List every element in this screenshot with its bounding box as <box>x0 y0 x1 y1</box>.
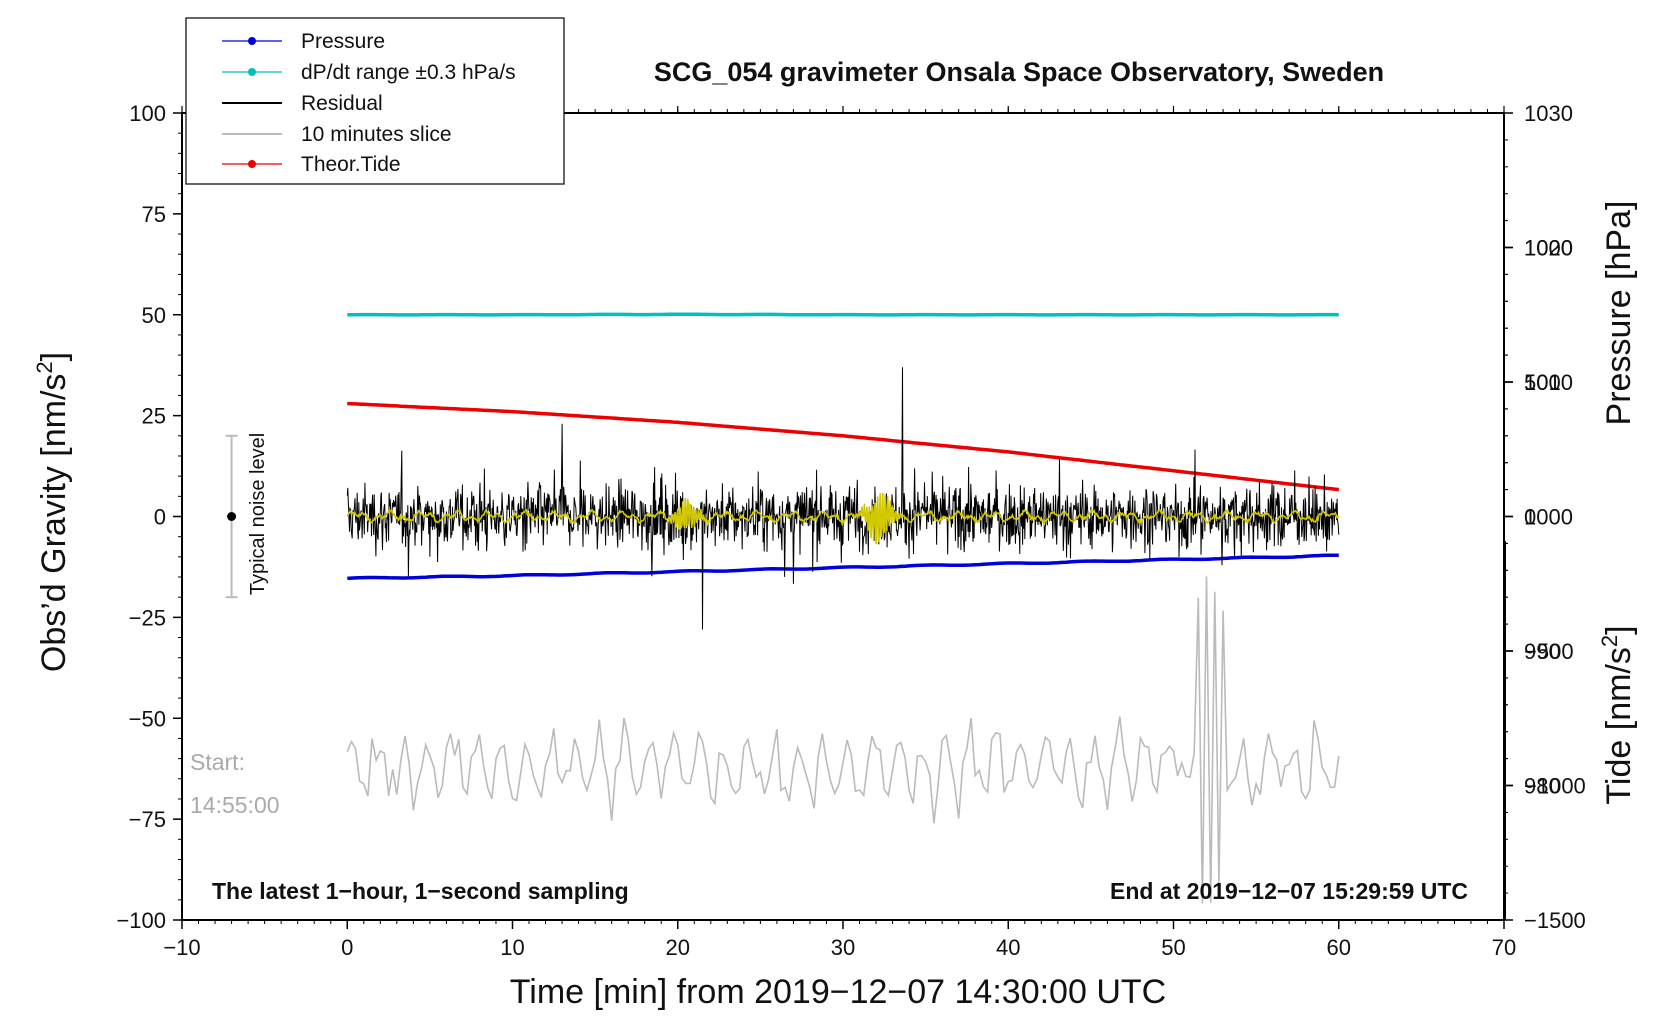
left-axis-title-main: Obs’d Gravity [nm/s <box>35 374 73 673</box>
latest-hour-annotation: The latest 1−hour, 1−second sampling <box>212 878 629 904</box>
pressure-tick-label-2: 1000 <box>1524 505 1573 530</box>
y-tick-label-8: 100 <box>129 101 166 126</box>
pressure-tick-label-0: 980 <box>1524 774 1561 799</box>
series-10min-slice-line <box>346 576 1340 904</box>
series-residual-smoothed-line <box>346 492 1340 545</box>
pressure-tick-label-4: 1020 <box>1524 236 1573 261</box>
pressure-tick-label-3: 1010 <box>1524 370 1573 395</box>
x-tick-label-1: 0 <box>341 935 353 960</box>
tide-axis-title-sup: 2 <box>1597 635 1622 647</box>
pressure-tick-label-1: 990 <box>1524 639 1561 664</box>
left-axis-title-end: ] <box>35 352 73 361</box>
series-dpdt-line <box>347 312 1339 317</box>
legend-item-tide: Theor.Tide <box>222 153 401 176</box>
tide-axis-title-main: Tide [nm/s <box>1600 647 1638 804</box>
left-axis-title-sup: 2 <box>32 361 57 373</box>
tide-tick-label-0: −1500 <box>1524 908 1586 933</box>
x-tick-label-2: 10 <box>500 935 524 960</box>
legend-item-dpdt: dP/dt range ±0.3 hPa/s <box>222 61 516 84</box>
y-tick-label-4: 0 <box>154 505 166 530</box>
y-tick-label-3: −25 <box>129 605 166 630</box>
pressure-tick-label-5: 1030 <box>1524 101 1573 126</box>
axis-layer: −10 0 10 20 30 40 50 60 70−100−75−50−25025507510… <box>116 101 1585 960</box>
start-time: 14:55:00 <box>190 792 280 818</box>
y-tick-label-2: −50 <box>129 706 166 731</box>
series-residual-line <box>346 367 1340 630</box>
x-tick-label-6: 50 <box>1161 935 1185 960</box>
x-tick-label-8: 70 <box>1492 935 1516 960</box>
noise-level-label: Typical noise level <box>247 433 269 595</box>
x-tick-label-0: −10 <box>163 935 200 960</box>
x-tick-label-7: 60 <box>1327 935 1351 960</box>
noise-level-indicator: Typical noise level <box>225 433 269 599</box>
series-layer <box>346 312 1340 904</box>
tide-tick-label-5: 1000 <box>1524 236 1573 261</box>
noise-level-center-dot <box>227 512 237 521</box>
left-axis-title: Obs’d Gravity [nm/s2] <box>32 352 73 672</box>
x-tick-label-3: 20 <box>666 935 690 960</box>
y-tick-label-0: −100 <box>116 908 166 933</box>
legend-item-pressure: Pressure <box>222 30 385 53</box>
y-tick-label-1: −75 <box>129 807 166 832</box>
legend-marker-pressure <box>248 37 256 45</box>
y-tick-label-6: 50 <box>142 303 166 328</box>
legend-label-dpdt: dP/dt range ±0.3 hPa/s <box>301 61 516 84</box>
x-axis-title: Time [min] from 2019−12−07 14:30:00 UTC <box>510 973 1166 1011</box>
legend-label-tide: Theor.Tide <box>301 153 401 176</box>
pressure-axis-title: Pressure [hPa] <box>1600 201 1638 426</box>
legend-label-pressure: Pressure <box>301 30 385 53</box>
legend-label-slice: 10 minutes slice <box>301 123 452 146</box>
tide-tick-label-3: 0 <box>1524 505 1536 530</box>
tide-axis-title: Tide [nm/s2] <box>1597 625 1638 804</box>
legend-item-residual: Residual <box>222 92 383 115</box>
legend-label-residual: Residual <box>301 92 383 115</box>
y-tick-label-5: 25 <box>142 404 166 429</box>
start-label: Start: <box>190 749 245 775</box>
legend: Pressure dP/dt range ±0.3 hPa/s Residual… <box>185 17 565 185</box>
x-tick-label-5: 40 <box>996 935 1020 960</box>
tide-tick-label-1: −1000 <box>1524 774 1586 799</box>
series-tide-line <box>347 401 1340 492</box>
legend-marker-dpdt <box>248 68 256 76</box>
y-tick-label-7: 75 <box>142 202 166 227</box>
x-tick-label-4: 30 <box>831 935 855 960</box>
series-pressure-line <box>347 553 1339 581</box>
chart-title: SCG_054 gravimeter Onsala Space Observat… <box>654 57 1384 87</box>
legend-marker-tide <box>248 160 256 168</box>
legend-item-slice: 10 minutes slice <box>222 123 452 146</box>
tide-tick-label-4: 500 <box>1524 370 1561 395</box>
legend-box <box>185 17 565 185</box>
end-time-annotation: End at 2019−12−07 15:29:59 UTC <box>1110 878 1468 904</box>
tide-axis-title-end: ] <box>1600 625 1638 634</box>
tide-tick-label-2: −500 <box>1524 639 1574 664</box>
